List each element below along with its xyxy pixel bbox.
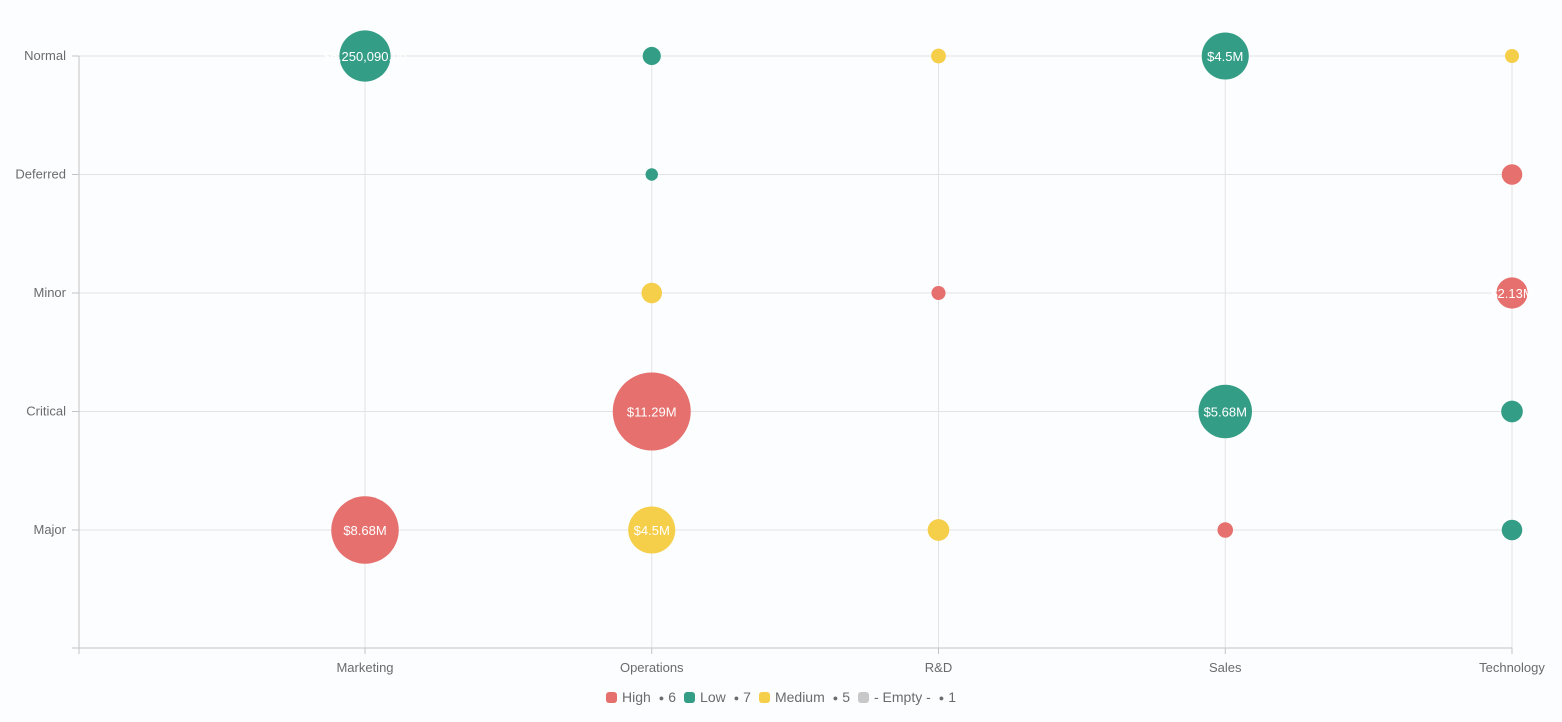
bubbles: $8.68M $11.29M $2.13M $5,250,090.00 $4.5M $5.… xyxy=(323,30,1534,564)
legend-item[interactable]: Medium 5 xyxy=(758,689,850,705)
legend: High 6 Low 7 Medium 5 - Empty - 1 xyxy=(0,689,1562,705)
bubble-value-label: $4.5M xyxy=(1207,49,1243,64)
legend-item[interactable]: Low 7 xyxy=(684,689,751,705)
bubble-value-label: $8.68M xyxy=(343,523,386,538)
x-tick-label: Marketing xyxy=(336,660,393,675)
y-tick-label: Deferred xyxy=(15,167,66,182)
bubble xyxy=(931,285,946,301)
grid-lines xyxy=(79,55,1513,648)
x-tick-label: R&D xyxy=(925,660,952,675)
tick-labels: Major Critical Minor Deferred Normal Marketin… xyxy=(15,48,1545,675)
bubble xyxy=(1201,32,1249,80)
bubble-value-label: $2.13M xyxy=(1490,286,1533,301)
bubble xyxy=(612,372,691,451)
bubble xyxy=(628,506,676,554)
x-tick-label: Operations xyxy=(620,660,684,675)
bubble xyxy=(641,282,663,304)
legend-count: 6 xyxy=(659,689,676,705)
bubble xyxy=(1504,48,1520,64)
legend-swatch xyxy=(684,691,696,703)
y-tick-label: Major xyxy=(33,522,66,537)
y-tick-label: Critical xyxy=(26,404,66,419)
x-tick-label: Technology xyxy=(1479,660,1545,675)
legend-swatch xyxy=(857,691,869,703)
bubble xyxy=(1501,400,1523,423)
bubble-value-label: $5.68M xyxy=(1204,405,1247,420)
bubble-value-label: $4.5M xyxy=(634,523,670,538)
legend-item[interactable]: - Empty - 1 xyxy=(857,689,956,705)
legend-label: - Empty - xyxy=(873,689,931,705)
x-tick-label: Sales xyxy=(1209,660,1242,675)
bubble xyxy=(1198,384,1252,439)
bubble xyxy=(1217,522,1234,538)
legend-label: Medium xyxy=(774,689,825,705)
bubble xyxy=(931,48,946,64)
legend-item[interactable]: High 6 xyxy=(606,689,676,705)
axes xyxy=(72,55,1513,654)
legend-swatch xyxy=(758,691,770,703)
bubble xyxy=(927,519,950,541)
bubble xyxy=(642,46,661,66)
bubble-value-label: $11.29M xyxy=(627,405,677,420)
bubble xyxy=(1501,164,1523,185)
y-tick-label: Normal xyxy=(24,48,66,63)
y-tick-label: Minor xyxy=(33,285,66,300)
legend-label: High xyxy=(622,689,651,705)
legend-count: 1 xyxy=(939,689,956,705)
legend-label: Low xyxy=(700,689,726,705)
bubble xyxy=(339,30,391,82)
bubble xyxy=(645,168,658,181)
bubble xyxy=(331,496,399,564)
legend-count: 7 xyxy=(734,689,751,705)
bubble xyxy=(1496,277,1528,309)
legend-count: 5 xyxy=(833,689,850,705)
bubble xyxy=(1501,519,1523,541)
legend-swatch xyxy=(606,691,617,703)
bubble-value-label: $5,250,090.00 xyxy=(323,49,406,64)
